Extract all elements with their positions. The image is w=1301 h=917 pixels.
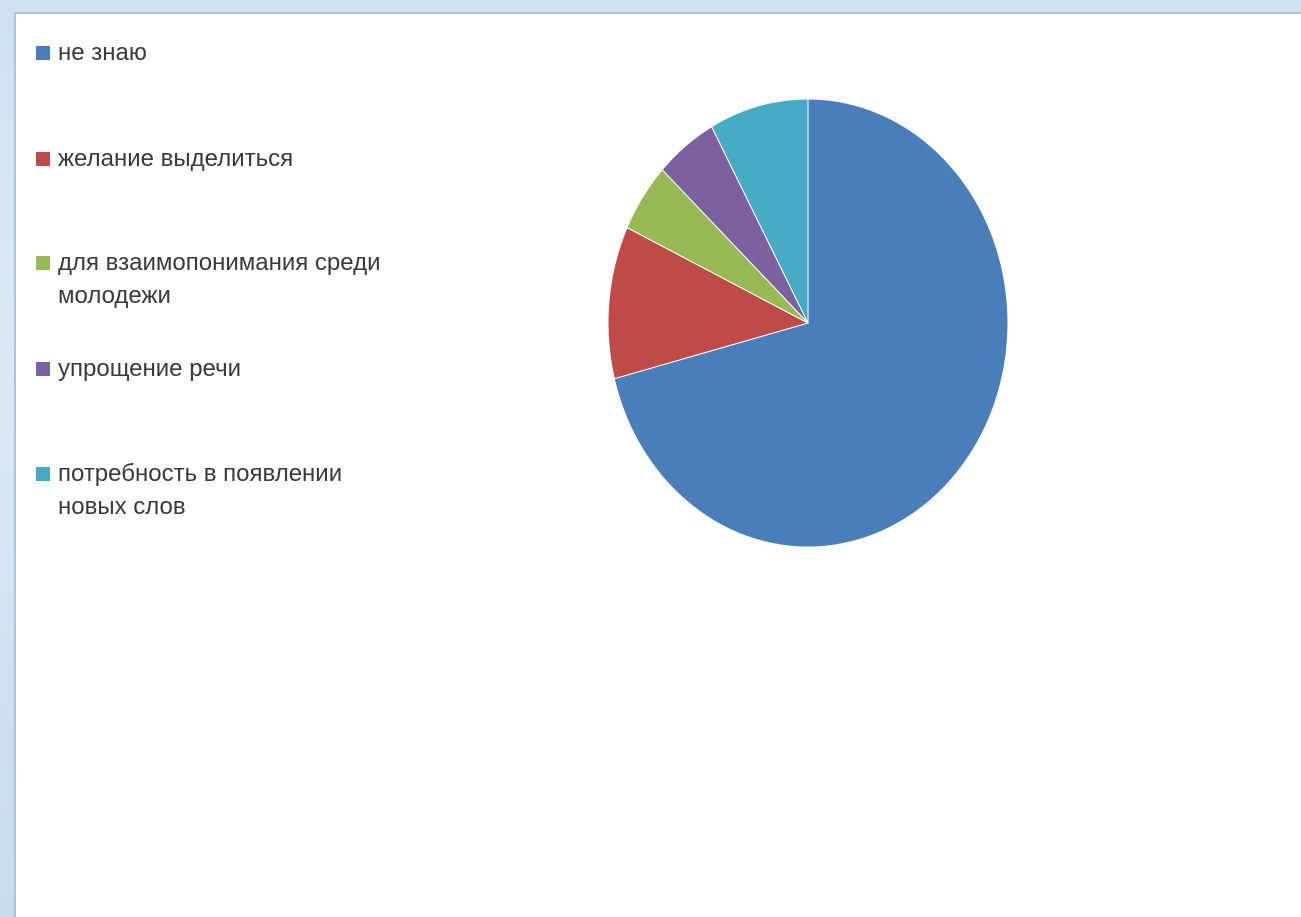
- legend-label-line1: потребность в появлении: [58, 460, 343, 487]
- pie-slice-0: [613, 98, 1009, 548]
- legend-swatch-novye-slova: [36, 467, 50, 481]
- legend-label-novye-slova: потребность в появлении новых слов: [58, 457, 342, 523]
- pie-slice-1: [607, 226, 810, 380]
- legend-label-line1: желание выделиться: [58, 145, 294, 172]
- pie-chart: [607, 98, 1009, 548]
- legend-item-ne-znayu: не знаю: [36, 36, 147, 69]
- legend-item-uproshchenie-rechi: упрощение речи: [36, 352, 241, 385]
- legend-swatch-uproshchenie-rechi: [36, 362, 50, 376]
- legend-label-zhelanie-vydelitsya: желание выделиться: [58, 142, 293, 175]
- legend-label-line1: не знаю: [58, 39, 147, 66]
- legend-swatch-ne-znayu: [36, 46, 50, 60]
- pie-chart-area: [600, 90, 1020, 560]
- legend-label-line2: молодежи: [58, 282, 171, 309]
- legend-label-uproshchenie-rechi: упрощение речи: [58, 352, 241, 385]
- legend-label-line2: новых слов: [58, 493, 186, 520]
- legend-label-line1: для взаимопонимания среди: [58, 249, 381, 276]
- legend-item-zhelanie-vydelitsya: желание выделиться: [36, 142, 293, 175]
- legend-label-vzaimoponimanie: для взаимопонимания среди молодежи: [58, 246, 381, 312]
- legend-item-vzaimoponimanie: для взаимопонимания среди молодежи: [36, 246, 381, 312]
- legend-item-novye-slova: потребность в появлении новых слов: [36, 457, 342, 523]
- pie-slice-4: [710, 98, 809, 324]
- legend-label-line1: упрощение речи: [58, 355, 241, 382]
- legend-label-ne-znayu: не знаю: [58, 36, 147, 69]
- legend-swatch-zhelanie-vydelitsya: [36, 152, 50, 166]
- legend-swatch-vzaimoponimanie: [36, 256, 50, 270]
